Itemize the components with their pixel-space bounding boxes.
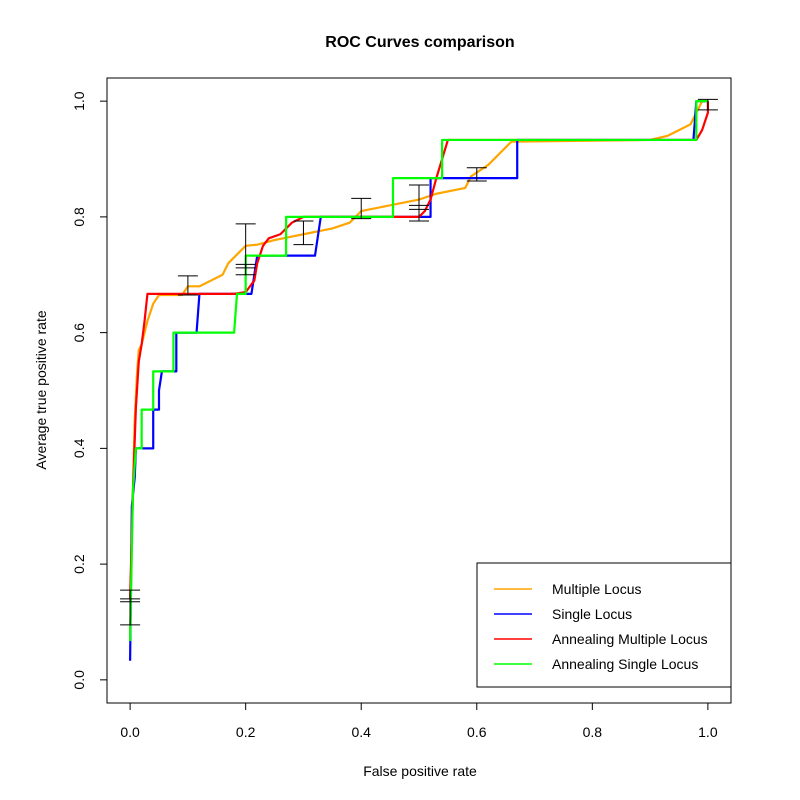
- series-line-annealing-single-locus: [129, 100, 708, 642]
- y-tick-label: 0.0: [71, 670, 87, 690]
- y-tick-label: 1.0: [71, 91, 87, 111]
- error-bar: [177, 275, 198, 296]
- y-axis: 0.0 0.2 0.4 0.6 0.8 1.0: [71, 91, 108, 690]
- y-tick-label: 0.4: [71, 438, 87, 458]
- error-bar: [235, 263, 256, 269]
- legend-label-single-locus: Single Locus: [552, 606, 632, 622]
- legend-label-annealing-single-locus: Annealing Single Locus: [552, 656, 698, 672]
- error-bar: [351, 197, 372, 220]
- x-axis-label: False positive rate: [363, 763, 477, 779]
- error-bars: [120, 98, 718, 626]
- y-tick-label: 0.8: [71, 207, 87, 227]
- error-bar: [409, 204, 429, 210]
- x-tick-label: 0.4: [351, 724, 371, 740]
- x-tick-label: 0.6: [467, 724, 487, 740]
- series-line-multiple-locus: [129, 100, 708, 640]
- error-bar: [120, 598, 141, 603]
- y-axis-label: Average true positive rate: [33, 310, 49, 469]
- error-bar: [293, 220, 314, 246]
- legend-label-annealing-multiple-locus: Annealing Multiple Locus: [552, 631, 708, 647]
- error-bar: [697, 98, 718, 111]
- series-lines: [129, 100, 709, 661]
- series-line-single-locus: [129, 100, 708, 661]
- x-tick-label: 1.0: [698, 724, 718, 740]
- y-tick-label: 0.2: [71, 554, 87, 574]
- y-tick-label: 0.6: [71, 323, 87, 343]
- error-bar: [120, 589, 141, 626]
- chart-title: ROC Curves comparison: [325, 34, 514, 51]
- x-axis: 0.0 0.2 0.4 0.6 0.8 1.0: [120, 702, 718, 740]
- error-bar: [409, 184, 429, 222]
- legend: Multiple Locus Single Locus Annealing Mult…: [476, 562, 732, 688]
- x-tick-label: 0.0: [120, 724, 140, 740]
- x-tick-label: 0.2: [236, 724, 256, 740]
- legend-label-multiple-locus: Multiple Locus: [552, 581, 642, 597]
- x-tick-label: 0.8: [583, 724, 603, 740]
- series-line-annealing-multiple-locus: [129, 101, 709, 599]
- legend-box: [476, 562, 732, 688]
- error-bar: [466, 167, 487, 182]
